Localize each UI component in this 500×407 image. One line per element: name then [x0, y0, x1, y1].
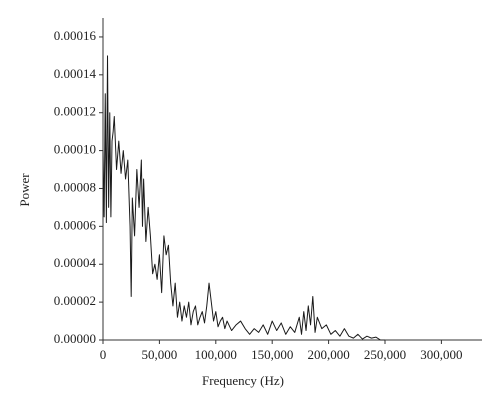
y-tick-label: 0.00008 [54, 179, 96, 194]
y-tick-label: 0.00006 [54, 217, 97, 232]
x-tick-label: 300,000 [420, 347, 462, 362]
y-tick-label: 0.00012 [54, 104, 96, 119]
x-tick-label: 200,000 [307, 347, 349, 362]
x-tick-label: 50,000 [142, 347, 178, 362]
y-tick-label: 0.00002 [54, 293, 96, 308]
x-axis-label: Frequency (Hz) [202, 373, 284, 388]
x-tick-label: 150,000 [251, 347, 293, 362]
x-tick-label: 0 [100, 347, 107, 362]
y-tick-label: 0.00010 [54, 142, 96, 157]
y-tick-label: 0.00004 [54, 255, 97, 270]
y-tick-label: 0.00014 [54, 66, 97, 81]
y-tick-label: 0.00016 [54, 28, 97, 43]
x-tick-label: 250,000 [364, 347, 406, 362]
y-axis-label: Power [17, 173, 32, 207]
x-tick-label: 100,000 [195, 347, 237, 362]
y-tick-label: 0.00000 [54, 331, 96, 346]
data-line [102, 55, 385, 341]
